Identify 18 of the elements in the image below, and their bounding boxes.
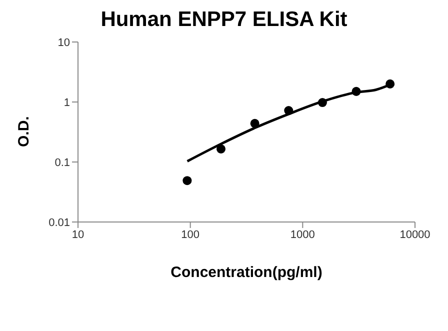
y-tick-label: 0.01	[48, 216, 70, 229]
x-tick-label: 1000	[290, 228, 315, 241]
y-axis-title: O.D.	[15, 116, 32, 147]
point	[318, 98, 327, 108]
point	[284, 106, 294, 116]
point	[182, 176, 192, 186]
x-axis-title: Concentration(pg/ml)	[170, 264, 322, 281]
y-tick-label: 0.1	[54, 156, 70, 169]
y-tick-label: 10	[58, 36, 70, 49]
chart-title: Human ENPP7 ELISA Kit	[100, 8, 348, 32]
y-tick-label: 1	[64, 96, 70, 109]
point	[386, 79, 395, 88]
x-tick-label: 10000	[400, 228, 430, 241]
point	[352, 86, 361, 96]
point	[216, 144, 226, 154]
point	[250, 118, 260, 128]
x-tick-label: 10	[72, 228, 84, 241]
x-tick-label: 100	[181, 228, 200, 241]
